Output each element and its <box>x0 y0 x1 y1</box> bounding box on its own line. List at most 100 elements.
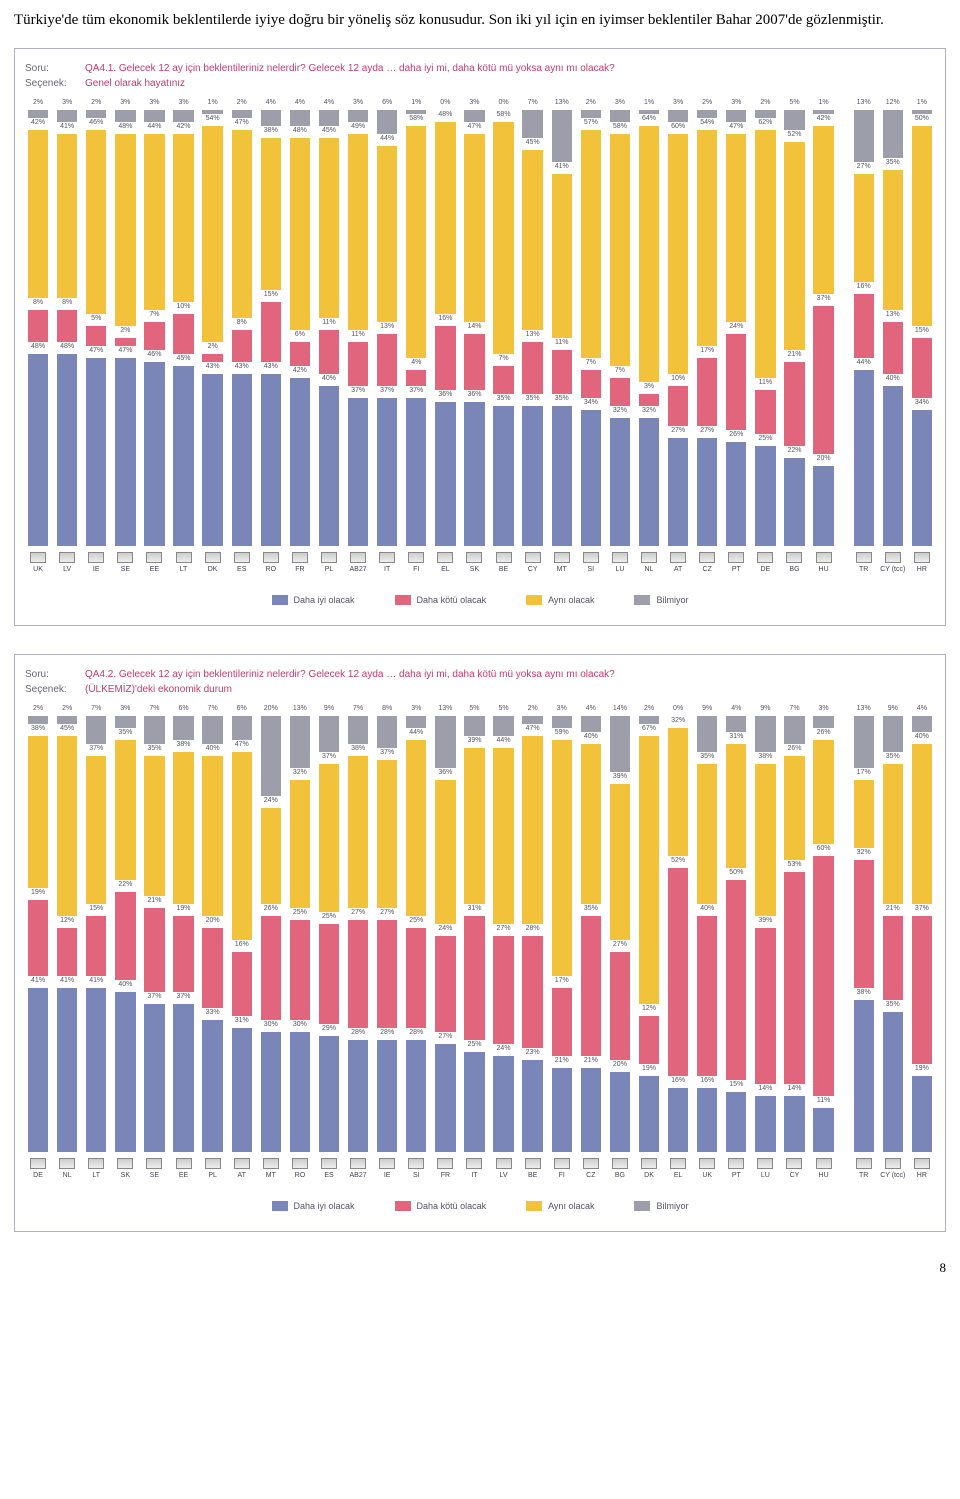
seg-label: 41% <box>57 123 77 130</box>
seg-label: 30% <box>261 1021 281 1028</box>
seg-label: 26% <box>261 905 281 912</box>
seg-label: 60% <box>813 845 833 852</box>
country-code: CY (tcc) <box>880 566 905 574</box>
seg-same: 26% <box>813 740 833 844</box>
seg-label: 28% <box>406 1029 426 1036</box>
bar-column: 4%45%11%40%PL <box>316 98 342 574</box>
flag-icon <box>525 1158 541 1169</box>
flag-icon <box>379 552 395 563</box>
bar-column: 1%54%2%43%DK <box>200 98 226 574</box>
bar-column: 4%40%35%21%CZ <box>578 704 604 1180</box>
seg-better: 43% <box>261 374 281 546</box>
seg-label: 12% <box>883 99 903 106</box>
seg-worse: 53% <box>784 872 804 1084</box>
seg-label: 2% <box>28 705 48 712</box>
flag-icon <box>525 552 541 563</box>
bar-column: 3%41%8%48%LV <box>54 98 80 574</box>
seg-label: 7% <box>144 705 164 712</box>
seg-better: 41% <box>86 988 106 1152</box>
flag-icon <box>146 552 162 563</box>
seg-label: 40% <box>697 905 717 912</box>
seg-label: 19% <box>912 1065 932 1072</box>
bar-column: 12%35%13%40%CY (tcc) <box>880 98 906 574</box>
seg-same: 44% <box>406 740 426 916</box>
flag-icon <box>437 552 453 563</box>
seg-dk: 7% <box>202 716 222 744</box>
country-code: FR <box>295 566 304 574</box>
seg-worse: 16% <box>232 952 252 1016</box>
seg-label: 59% <box>552 729 572 736</box>
flag-icon <box>914 1158 930 1169</box>
country-code: SE <box>121 566 130 574</box>
flag-icon <box>612 552 628 563</box>
country-code: HU <box>819 1172 829 1180</box>
bar-column: 3%48%2%47%SE <box>112 98 138 574</box>
seg-label: 14% <box>784 1085 804 1092</box>
seg-label: 8% <box>377 705 397 712</box>
flag-icon <box>437 1158 453 1169</box>
country-code: MT <box>557 566 567 574</box>
seg-better: 46% <box>144 362 164 546</box>
country-code: FI <box>559 1172 565 1180</box>
seg-label: 43% <box>261 363 281 370</box>
seg-worse: 37% <box>813 306 833 454</box>
seg-worse: 52% <box>668 868 688 1076</box>
seg-label: 44% <box>406 729 426 736</box>
bar-column: 14%39%27%20%BG <box>607 704 633 1180</box>
seg-label: 31% <box>726 733 746 740</box>
seg-worse: 7% <box>144 322 164 350</box>
seg-label: 35% <box>883 1001 903 1008</box>
seg-same: 17% <box>854 780 874 848</box>
country-code: LT <box>92 1172 100 1180</box>
seg-label: 38% <box>261 127 281 134</box>
seg-worse: 11% <box>319 330 339 374</box>
seg-better: 37% <box>377 398 397 546</box>
seg-label: 47% <box>464 123 484 130</box>
seg-label: 15% <box>912 327 932 334</box>
seg-dk: 3% <box>464 110 484 122</box>
seg-better: 29% <box>319 1036 339 1152</box>
flag-icon <box>757 552 773 563</box>
seg-label: 35% <box>144 745 164 752</box>
seg-dk: 9% <box>883 716 903 752</box>
seg-label: 38% <box>854 989 874 996</box>
country-code: DK <box>208 566 218 574</box>
seg-label: 47% <box>86 347 106 354</box>
seg-better: 36% <box>464 402 484 546</box>
seg-better: 19% <box>912 1076 932 1152</box>
seg-label: 19% <box>173 905 193 912</box>
country-code: SK <box>470 566 479 574</box>
country-code: UK <box>33 566 43 574</box>
seg-better: 30% <box>261 1032 281 1152</box>
flag-icon <box>234 1158 250 1169</box>
seg-label: 2% <box>697 99 717 106</box>
seg-better: 26% <box>726 442 746 546</box>
seg-better: 38% <box>854 1000 874 1152</box>
seg-label: 32% <box>639 407 659 414</box>
seg-worse: 13% <box>522 342 542 394</box>
seg-label: 27% <box>697 427 717 434</box>
seg-label: 37% <box>377 387 397 394</box>
seg-worse: 16% <box>854 294 874 358</box>
seg-label: 38% <box>755 753 775 760</box>
seg-dk: 6% <box>232 716 252 740</box>
seg-same: 37% <box>319 764 339 912</box>
flag-icon <box>350 1158 366 1169</box>
flag-icon <box>234 552 250 563</box>
flag-icon <box>117 552 133 563</box>
seg-label: 35% <box>522 395 542 402</box>
seg-label: 3% <box>610 99 630 106</box>
seg-worse: 11% <box>348 342 368 386</box>
seg-same: 38% <box>173 752 193 904</box>
bar-column: 13%41%11%35%MT <box>549 98 575 574</box>
seg-same: 42% <box>813 126 833 294</box>
seg-label: 50% <box>912 115 932 122</box>
country-code: DK <box>644 1172 654 1180</box>
country-code: CY <box>528 566 538 574</box>
bar-column: 3%44%25%28%SI <box>403 704 429 1180</box>
seg-same: 48% <box>290 138 310 330</box>
seg-label: 45% <box>173 355 193 362</box>
seg-label: 40% <box>883 375 903 382</box>
seg-worse: 20% <box>202 928 222 1008</box>
seg-worse: 25% <box>290 920 310 1020</box>
